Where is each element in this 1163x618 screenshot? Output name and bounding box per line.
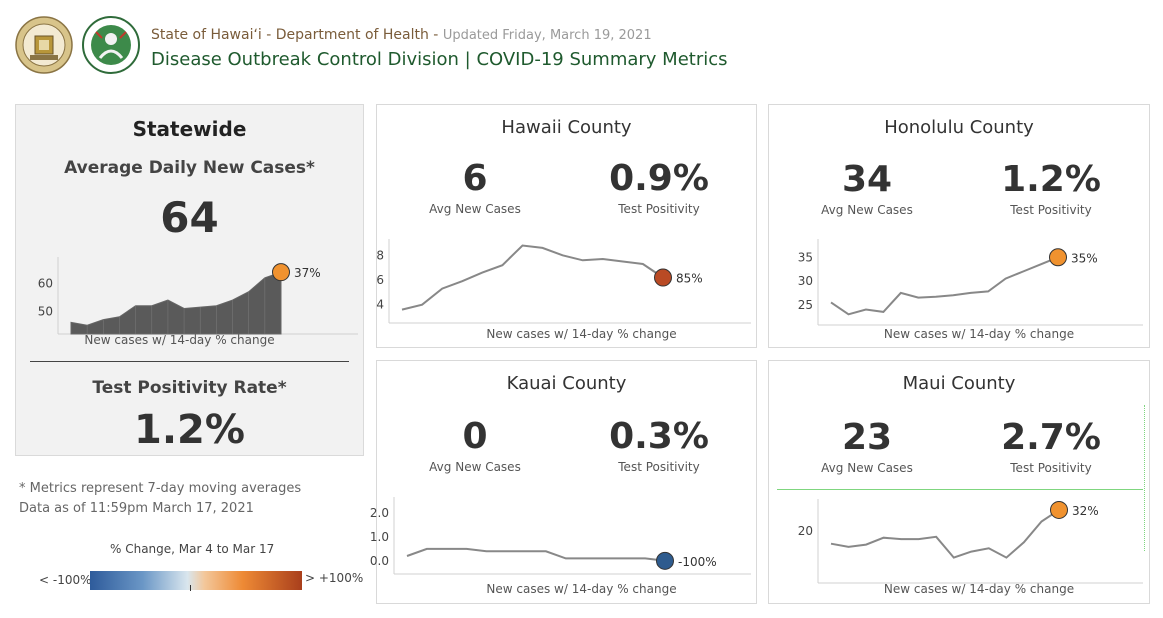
statewide-divider bbox=[30, 361, 349, 362]
test-positivity-metric: 2.7% Test Positivity bbox=[961, 417, 1141, 476]
test-positivity-metric: 1.2% Test Positivity bbox=[961, 159, 1141, 218]
latest-point-marker bbox=[654, 268, 672, 287]
avg-new-cases-label: Avg New Cases bbox=[429, 460, 521, 474]
sparkline-caption: New cases w/ 14-day % change bbox=[883, 582, 1075, 596]
honolulu-sparkline: 25 30 35 35% bbox=[798, 239, 1143, 326]
avg-new-cases-metric: 6 Avg New Cases bbox=[385, 158, 565, 217]
data-as-of-note: Data as of 11:59pm March 17, 2021 bbox=[19, 501, 254, 516]
test-positivity-label: Test Positivity bbox=[1010, 203, 1092, 217]
page-title: Disease Outbreak Control Division | COVI… bbox=[151, 49, 728, 70]
legend-title: % Change, Mar 4 to Mar 17 bbox=[110, 542, 275, 556]
moving-average-note: * Metrics represent 7-day moving average… bbox=[19, 481, 302, 496]
hawaii-county-card[interactable]: Hawaii County 6 Avg New Cases 0.9% Test … bbox=[376, 104, 757, 348]
y-tick-label: 50 bbox=[38, 304, 53, 318]
avg-new-cases-metric: 23 Avg New Cases bbox=[777, 417, 957, 476]
series-line bbox=[406, 547, 666, 562]
kauai-sparkline: 0.0 1.0 2.0 -100% bbox=[370, 497, 751, 575]
avg-new-cases-value: 0 bbox=[462, 416, 488, 457]
avg-new-cases-label: Avg New Cases bbox=[821, 203, 913, 217]
county-title: Hawaii County bbox=[501, 117, 632, 138]
county-title: Maui County bbox=[902, 373, 1016, 394]
statewide-cases-value: 64 bbox=[160, 193, 219, 242]
latest-point-marker bbox=[272, 263, 290, 282]
legend-midpoint-tick bbox=[190, 585, 191, 591]
honolulu-county-card[interactable]: Honolulu County 34 Avg New Cases 1.2% Te… bbox=[768, 104, 1150, 348]
y-tick-label: 4 bbox=[376, 298, 384, 312]
avg-new-cases-label: Avg New Cases bbox=[821, 461, 913, 475]
sparkline-caption: New cases w/ 14-day % change bbox=[486, 582, 677, 596]
county-title: Honolulu County bbox=[884, 117, 1034, 138]
percent-change-label: -100% bbox=[678, 555, 717, 569]
avg-new-cases-label: Avg New Cases bbox=[429, 202, 521, 216]
statewide-positivity-value: 1.2% bbox=[134, 407, 245, 453]
y-tick-label: 30 bbox=[798, 274, 813, 288]
selection-divider-line bbox=[777, 489, 1143, 490]
avg-new-cases-metric: 0 Avg New Cases bbox=[385, 416, 565, 475]
header-org-line: State of Hawaiʻi - Department of Health … bbox=[151, 27, 652, 43]
sparkline-caption: New cases w/ 14-day % change bbox=[883, 327, 1075, 341]
selection-edge-line bbox=[1144, 405, 1145, 551]
test-positivity-metric: 0.9% Test Positivity bbox=[569, 158, 749, 217]
series-line bbox=[401, 244, 664, 311]
series-line bbox=[830, 256, 1059, 316]
header-org: State of Hawaiʻi - Department of Health … bbox=[151, 27, 439, 43]
percent-change-label: 32% bbox=[1072, 504, 1099, 518]
statewide-positivity-label: Test Positivity Rate* bbox=[92, 378, 287, 398]
legend-max-label: > +100% bbox=[305, 571, 364, 585]
color-scale-legend bbox=[90, 571, 302, 590]
statewide-panel: Statewide Average Daily New Cases* 64 50… bbox=[15, 104, 364, 456]
avg-new-cases-value: 23 bbox=[841, 417, 893, 458]
percent-change-label: 85% bbox=[676, 272, 703, 286]
sparkline-caption: New cases w/ 14-day % change bbox=[486, 327, 677, 341]
hawaii-sparkline: 4 6 8 85% bbox=[376, 239, 751, 324]
y-tick-label: 25 bbox=[798, 298, 813, 312]
y-tick-label: 60 bbox=[38, 276, 53, 290]
avg-new-cases-value: 34 bbox=[841, 159, 893, 200]
y-tick-label: 6 bbox=[376, 273, 384, 287]
maui-county-card[interactable]: Maui County 23 Avg New Cases 2.7% Test P… bbox=[768, 360, 1150, 604]
test-positivity-metric: 0.3% Test Positivity bbox=[569, 416, 749, 475]
y-tick-label: 0.0 bbox=[370, 554, 389, 568]
kauai-county-card[interactable]: Kauai County 0 Avg New Cases 0.3% Test P… bbox=[370, 360, 757, 604]
legend-min-label: < -100% bbox=[39, 573, 92, 587]
test-positivity-value: 1.2% bbox=[1001, 159, 1101, 200]
latest-point-marker bbox=[656, 551, 674, 570]
avg-new-cases-metric: 34 Avg New Cases bbox=[777, 159, 957, 218]
y-tick-label: 8 bbox=[376, 248, 384, 262]
latest-point-marker bbox=[1050, 500, 1068, 519]
statewide-title: Statewide bbox=[132, 117, 247, 141]
series-line bbox=[830, 509, 1060, 559]
updated-date: Updated Friday, March 19, 2021 bbox=[442, 28, 652, 43]
test-positivity-label: Test Positivity bbox=[618, 460, 700, 474]
state-seal-logo bbox=[15, 14, 73, 76]
y-tick-label: 35 bbox=[798, 250, 813, 264]
statewide-sparkline-caption: New cases w/ 14-day % change bbox=[84, 333, 275, 347]
y-tick-label: 20 bbox=[798, 524, 813, 538]
y-tick-label: 1.0 bbox=[370, 530, 389, 544]
test-positivity-value: 2.7% bbox=[1001, 417, 1101, 458]
test-positivity-label: Test Positivity bbox=[618, 202, 700, 216]
county-title: Kauai County bbox=[506, 373, 627, 394]
y-tick-label: 2.0 bbox=[370, 506, 389, 520]
test-positivity-value: 0.3% bbox=[609, 416, 709, 457]
test-positivity-value: 0.9% bbox=[609, 158, 709, 199]
test-positivity-label: Test Positivity bbox=[1010, 461, 1092, 475]
maui-sparkline: 20 32% bbox=[798, 499, 1143, 584]
statewide-sparkline: 50 60 37% bbox=[38, 257, 358, 335]
latest-point-marker bbox=[1049, 248, 1067, 267]
statewide-cases-label: Average Daily New Cases* bbox=[64, 158, 315, 178]
department-of-health-logo bbox=[82, 14, 140, 76]
percent-change-label: 35% bbox=[1071, 251, 1098, 265]
series-area bbox=[70, 271, 282, 335]
avg-new-cases-value: 6 bbox=[462, 158, 488, 199]
percent-change-label: 37% bbox=[294, 266, 321, 280]
